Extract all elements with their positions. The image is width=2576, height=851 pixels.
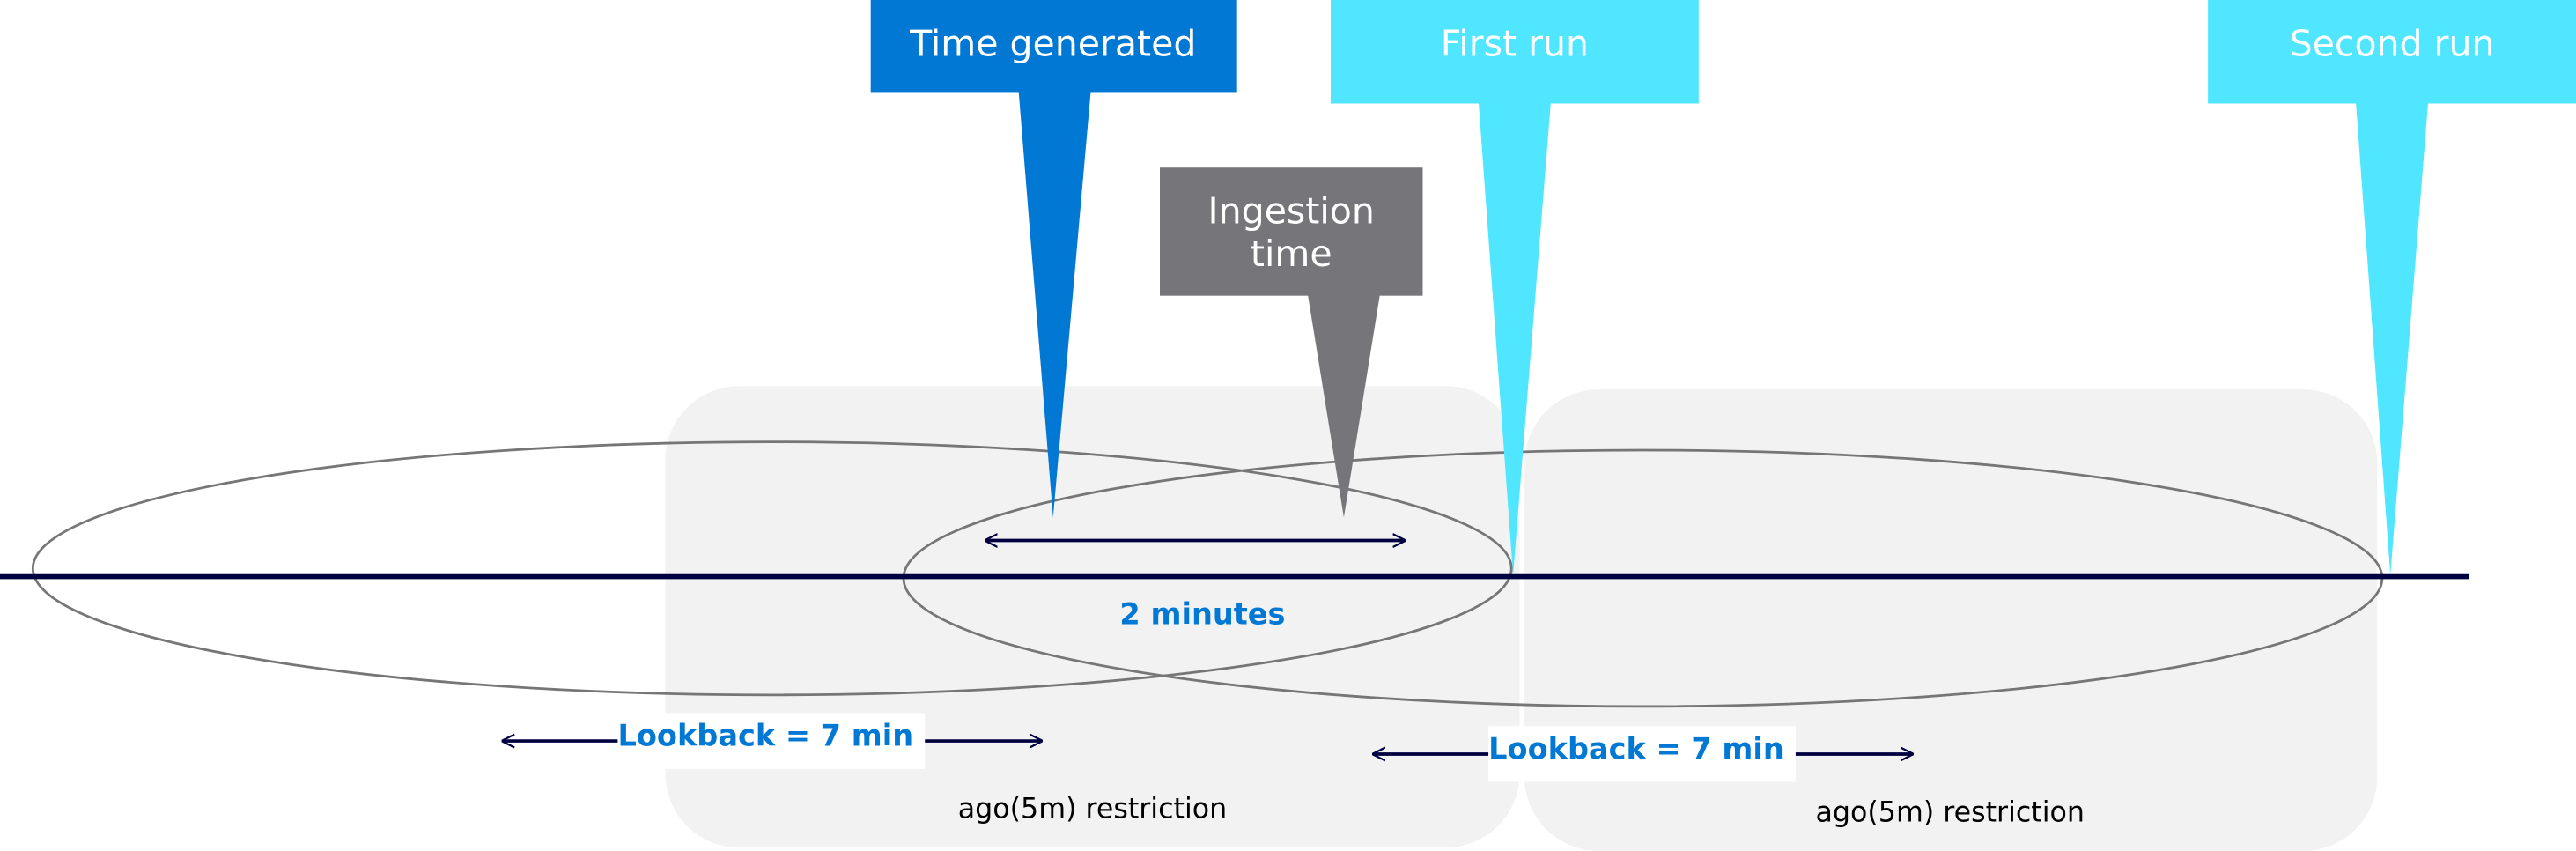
ingestion-time-callout: Ingestion time xyxy=(1159,167,1423,518)
lookback-label-1: Lookback = 7 min xyxy=(617,719,913,753)
ingestion-time-label-line2: time xyxy=(1251,233,1332,275)
time-generated-callout: Time generated xyxy=(870,0,1237,518)
restriction-label-2: ago(5m) restriction xyxy=(1816,796,2085,828)
time-generated-label: Time generated xyxy=(909,22,1196,64)
second-run-callout: Second run xyxy=(2208,0,2576,575)
restriction-label-1: ago(5m) restriction xyxy=(958,794,1228,825)
ingestion-time-label-line1: Ingestion xyxy=(1208,190,1375,233)
lookback-ellipse-1 xyxy=(31,440,1513,697)
second-run-label: Second run xyxy=(2290,22,2495,64)
lookback-label-2: Lookback = 7 min xyxy=(1488,732,1784,766)
delay-label: 2 minutes xyxy=(1119,597,1285,632)
first-run-callout: First run xyxy=(1331,0,1699,575)
first-run-label: First run xyxy=(1441,22,1589,64)
